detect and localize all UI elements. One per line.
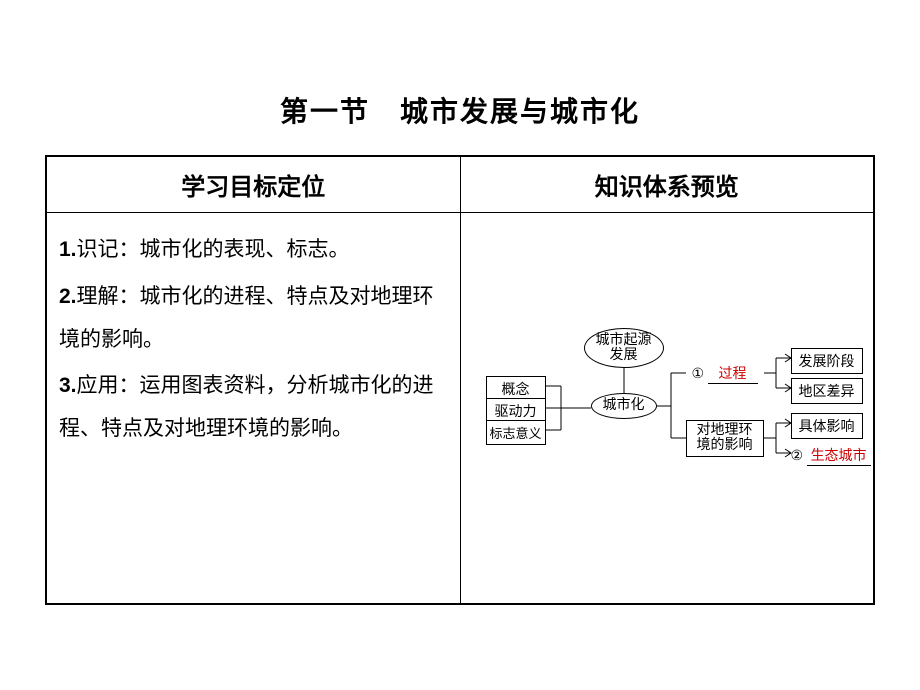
node-urbanization: 城市化: [591, 393, 657, 419]
objective-label: 应用：: [77, 374, 140, 397]
header-knowledge: 知识体系预览: [460, 156, 874, 213]
node-blank-ecocity: ② 生态城市: [791, 445, 871, 466]
node-env-impact: 对地理环 境的影响: [686, 420, 764, 457]
diagram-cell: 概念 驱动力 标志意义 城市起源 发展 城市化 ① 过程: [460, 213, 874, 605]
objectives-list: 1.识记：城市化的表现、标志。 2.理解：城市化的进程、特点及对地理环境的影响。…: [59, 228, 448, 449]
node-stage: 发展阶段: [791, 348, 863, 374]
objective-number: 3.: [59, 374, 77, 397]
content-table: 学习目标定位 知识体系预览 1.识记：城市化的表现、标志。 2.理解：城市化的进…: [45, 155, 875, 605]
objective-number: 1.: [59, 238, 77, 261]
objective-text: 城市化的表现、标志。: [140, 237, 350, 261]
node-region: 地区差异: [791, 378, 863, 404]
knowledge-diagram: 概念 驱动力 标志意义 城市起源 发展 城市化 ① 过程: [461, 213, 874, 603]
node-env-l1: 对地理环: [691, 423, 759, 438]
objectives-cell: 1.识记：城市化的表现、标志。 2.理解：城市化的进程、特点及对地理环境的影响。…: [46, 213, 460, 605]
node-env-l2: 境的影响: [691, 438, 759, 453]
node-impact: 具体影响: [791, 413, 863, 439]
node-blank-process: ① 过程: [686, 363, 764, 384]
objective-label: 理解：: [77, 285, 140, 308]
blank-answer-2: 生态城市: [811, 449, 867, 464]
header-objectives: 学习目标定位: [46, 156, 460, 213]
objective-item: 1.识记：城市化的表现、标志。: [59, 228, 448, 271]
objective-label: 识记：: [77, 238, 140, 261]
blank-answer-1: 过程: [719, 367, 747, 382]
blank-number-2: ②: [791, 449, 804, 464]
node-city-origin: 城市起源 发展: [584, 328, 664, 368]
blank-number-1: ①: [691, 367, 704, 382]
objective-item: 3.应用：运用图表资料，分析城市化的进程、特点及对地理环境的影响。: [59, 364, 448, 449]
node-city-origin-l2: 发展: [596, 348, 652, 363]
node-city-origin-l1: 城市起源: [596, 333, 652, 348]
node-significance: 标志意义: [486, 420, 546, 445]
objective-number: 2.: [59, 285, 77, 308]
page-title: 第一节 城市发展与城市化: [45, 90, 875, 130]
objective-item: 2.理解：城市化的进程、特点及对地理环境的影响。: [59, 275, 448, 360]
